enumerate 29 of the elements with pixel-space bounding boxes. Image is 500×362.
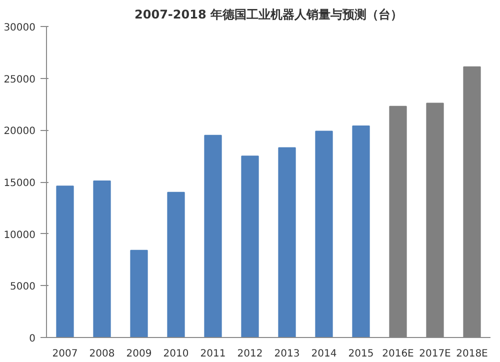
x-tick-label: 2007: [52, 348, 78, 360]
x-tick-label: 2012: [237, 348, 263, 360]
y-tick-label: 0: [29, 334, 36, 344]
x-tick-label: 2013: [274, 348, 300, 360]
bar: [241, 156, 259, 338]
bar: [56, 186, 74, 338]
x-tick-label: 2015: [348, 348, 374, 360]
y-tick-label: 15000: [4, 178, 36, 189]
bar: [278, 147, 296, 338]
x-tick-label: 2018E: [456, 348, 488, 360]
bar: [315, 130, 333, 338]
y-tick-label: 25000: [4, 74, 36, 86]
x-tick-label: 2016E: [382, 348, 414, 360]
x-tick-label: 2011: [200, 348, 226, 360]
x-tick-label: 2010: [163, 348, 189, 360]
bar: [167, 192, 185, 338]
bar: [352, 126, 370, 338]
chart-title: 2007-2018 年德国工业机器人销量与预测（台）: [134, 8, 402, 22]
bar: [204, 134, 222, 338]
bar: [93, 180, 111, 338]
x-tick-label: 2009: [126, 348, 152, 360]
y-tick-label: 30000: [4, 22, 36, 34]
x-tick-label: 2014: [311, 348, 337, 360]
y-tick-label: 20000: [4, 126, 36, 138]
y-tick-label: 5000: [10, 282, 36, 293]
x-tick-label: 2017E: [419, 348, 451, 360]
x-tick-label: 2008: [89, 348, 115, 360]
y-tick-label: 10000: [4, 230, 36, 241]
bar: [130, 250, 148, 338]
